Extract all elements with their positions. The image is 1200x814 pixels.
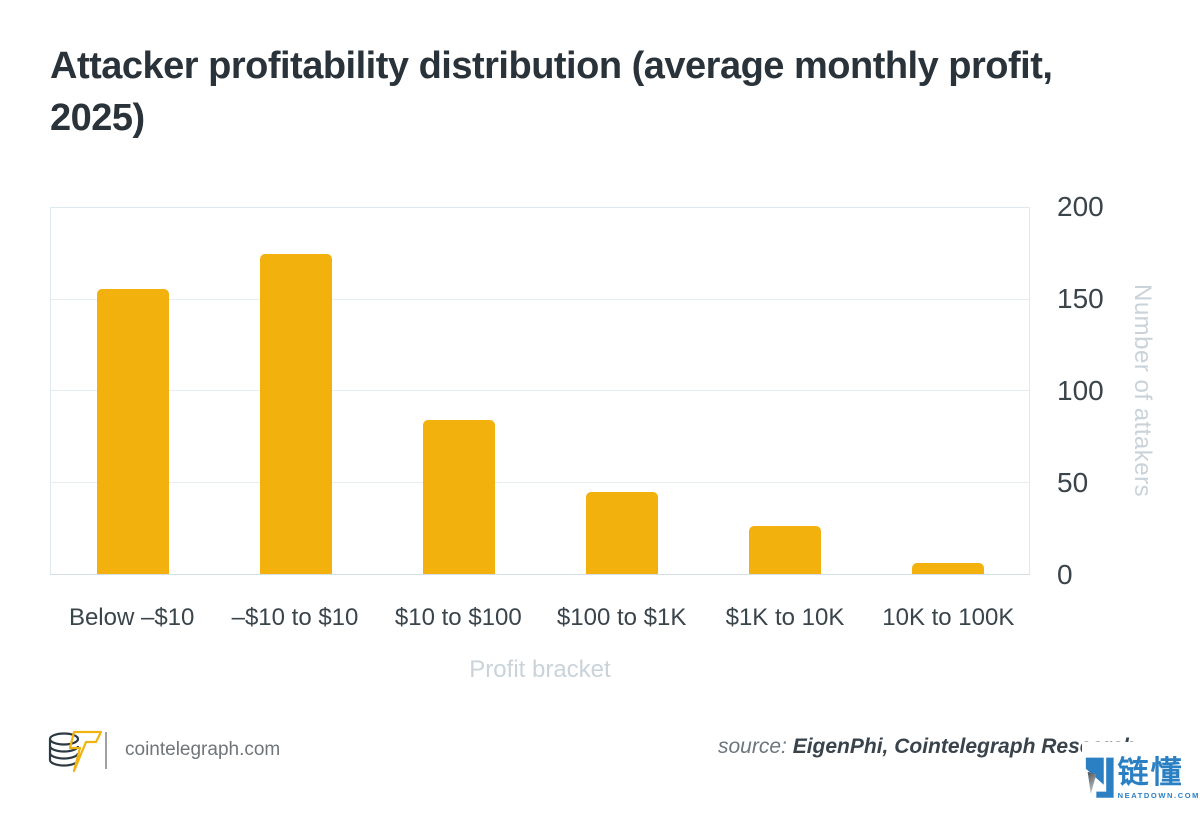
neatdown-l-mark-icon	[1085, 757, 1114, 798]
gridline	[51, 481, 1029, 483]
y-tick-label: 0	[1057, 559, 1073, 590]
y-tick-label: 100	[1057, 375, 1104, 406]
bar-slot	[377, 208, 540, 574]
y-tick-label: 200	[1057, 191, 1104, 222]
x-category-label: Below –$10	[68, 604, 195, 631]
source-line: source: EigenPhi, Cointelegraph Research	[718, 735, 1178, 759]
x-axis-labels: Below –$10 –$10 to $10 $10 to $100 $100 to …	[50, 604, 1030, 632]
x-category-label: $100 to $1K	[556, 604, 687, 631]
bar-5	[748, 526, 821, 574]
bar-slot	[866, 208, 1029, 574]
y-tick-label: 50	[1057, 467, 1089, 498]
y-axis-title: Number of attakers	[1129, 284, 1156, 498]
y-tick-label: 150	[1057, 283, 1104, 314]
x-category-label: –$10 to $10	[231, 604, 359, 631]
watermark-cn-text: 链懂	[1117, 754, 1184, 790]
bar-slot	[540, 208, 703, 574]
cointelegraph-logo-icon	[48, 730, 103, 773]
bar-slot	[703, 208, 866, 574]
watermark-domain: NEATDOWN.COM	[1117, 790, 1200, 800]
bar-2	[259, 253, 332, 574]
bar-1	[96, 288, 169, 574]
gridline	[51, 298, 1029, 300]
bar-slot	[214, 208, 377, 574]
bar-4	[585, 491, 658, 574]
watermark: 链懂 NEATDOWN.COM	[1082, 742, 1200, 814]
source-value: EigenPhi, Cointelegraph Research	[792, 735, 1136, 758]
bar-3	[422, 420, 495, 574]
chart-title: Attacker profitability distribution (ave…	[50, 45, 1053, 139]
bar-6	[911, 563, 984, 574]
gridline	[51, 390, 1029, 391]
footer-divider	[105, 732, 107, 769]
plot-area	[50, 207, 1030, 575]
bar-slot	[51, 208, 214, 574]
x-category-label: $10 to $100	[394, 604, 522, 631]
x-category-label: 10K to 100K	[882, 604, 1015, 631]
source-prefix: source:	[718, 735, 793, 758]
x-category-label: $1K to 10K	[725, 604, 845, 631]
site-url: cointelegraph.com	[125, 739, 281, 760]
y-axis-ticks: 0 50 100 150 200	[1057, 191, 1137, 590]
x-axis-title: Profit bracket	[469, 656, 611, 683]
